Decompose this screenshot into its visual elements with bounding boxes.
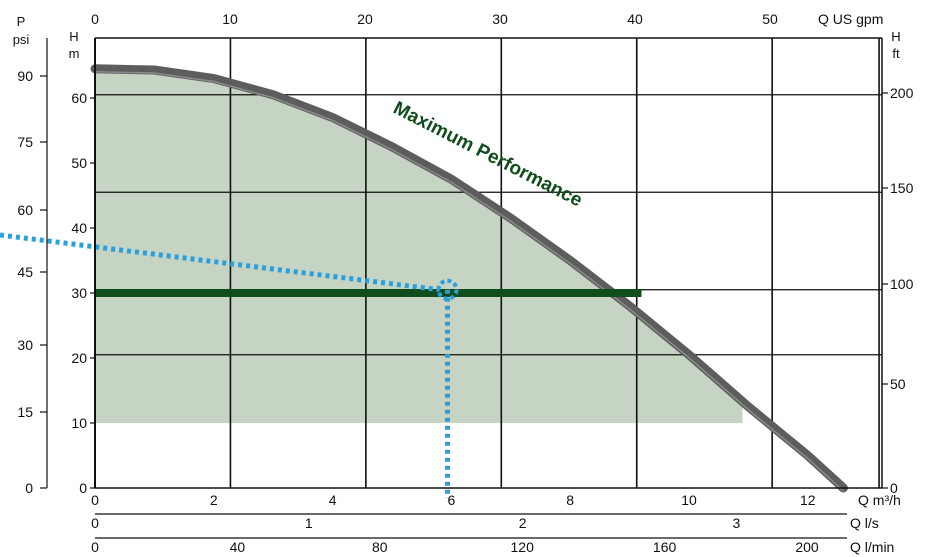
psi-axis-unit: psi <box>13 32 30 47</box>
x-tick-label: 0 <box>91 492 99 508</box>
x-tick-label: 12 <box>800 492 816 508</box>
ls-tick-label: 1 <box>305 515 313 531</box>
axes-group: 0 2 4 6 8 10 12 Q m³/h0 1 2 3 Q l/s0 40 80 120 160 200 Q … <box>13 11 914 555</box>
ls-axis-title: Q l/s <box>850 515 879 531</box>
psi-tick-label: 15 <box>17 404 33 420</box>
ls-tick-label: 0 <box>91 515 99 531</box>
y-axis-unit: m <box>69 46 80 61</box>
lmin-tick-label: 200 <box>795 539 819 555</box>
y-tick-label: 0 <box>79 480 87 496</box>
lmin-tick-label: 0 <box>91 539 99 555</box>
psi-axis-title: P <box>17 14 26 29</box>
ls-tick-label: 2 <box>519 515 527 531</box>
operating-area <box>95 68 743 423</box>
psi-tick-label: 0 <box>25 480 33 496</box>
ft-tick-label: 100 <box>890 276 914 292</box>
x-axis-title: Q m³/h <box>858 492 901 508</box>
lmin-tick-label: 80 <box>372 539 388 555</box>
x-tick-label: 8 <box>566 492 574 508</box>
y-tick-label: 10 <box>71 415 87 431</box>
lmin-tick-label: 160 <box>653 539 677 555</box>
ft-tick-label: 0 <box>890 480 898 496</box>
ls-tick-label: 3 <box>733 515 741 531</box>
gpm-tick-label: 10 <box>222 11 238 27</box>
lmin-tick-label: 40 <box>230 539 246 555</box>
y-tick-label: 20 <box>71 350 87 366</box>
gpm-axis-title: Q US gpm <box>818 11 883 27</box>
series-group <box>0 64 848 498</box>
x-tick-label: 6 <box>448 492 456 508</box>
max-performance-curve <box>90 64 848 493</box>
gpm-tick-label: 20 <box>357 11 373 27</box>
example-point <box>436 278 459 301</box>
ft-tick-label: 150 <box>890 180 914 196</box>
x-tick-label: 10 <box>681 492 697 508</box>
y-axis-title: H <box>69 29 78 44</box>
psi-tick-label: 45 <box>17 264 33 280</box>
gpm-tick-label: 30 <box>492 11 508 27</box>
lmin-tick-label: 120 <box>511 539 535 555</box>
ft-tick-label: 200 <box>890 85 914 101</box>
gpm-tick-label: 40 <box>627 11 643 27</box>
ft-axis-unit: ft <box>892 46 900 61</box>
y-tick-label: 40 <box>71 220 87 236</box>
psi-tick-label: 30 <box>17 337 33 353</box>
y-tick-label: 30 <box>71 285 87 301</box>
x-tick-label: 4 <box>329 492 337 508</box>
x-tick-label: 2 <box>210 492 218 508</box>
psi-tick-label: 90 <box>17 68 33 84</box>
ft-axis-title: H <box>891 29 900 44</box>
example-guide-diagonal <box>0 232 440 293</box>
lmin-axis-title: Q l/min <box>850 539 894 555</box>
max-performance-curve-inner <box>94 71 844 492</box>
gpm-tick-label: 0 <box>91 11 99 27</box>
y-tick-label: 50 <box>71 155 87 171</box>
gpm-tick-label: 50 <box>762 11 778 27</box>
y-tick-label: 60 <box>71 90 87 106</box>
operating-area-group <box>95 68 743 423</box>
ft-tick-label: 50 <box>890 376 906 392</box>
psi-tick-label: 60 <box>17 202 33 218</box>
psi-tick-label: 75 <box>17 134 33 150</box>
